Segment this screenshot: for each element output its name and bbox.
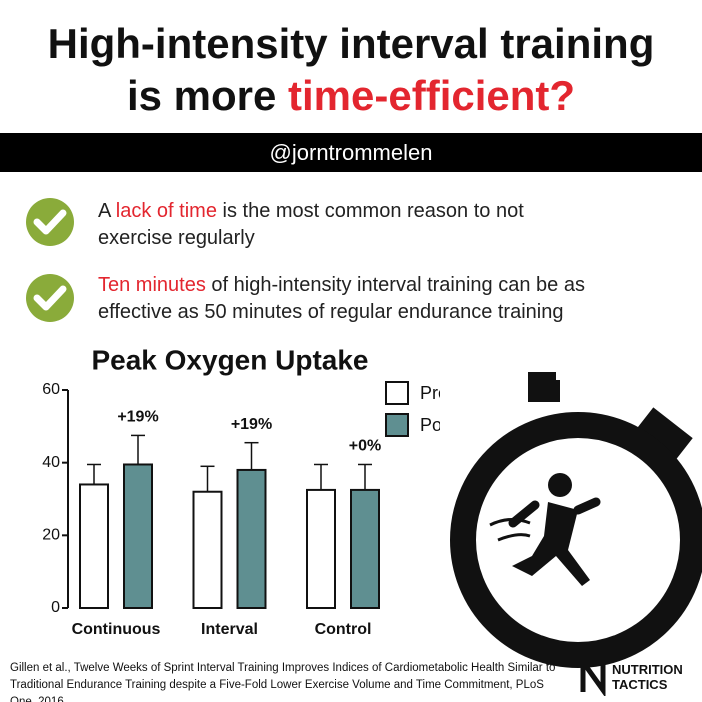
legend-swatch	[385, 413, 409, 437]
logo-text: NUTRITION	[612, 662, 683, 677]
bar	[306, 488, 336, 610]
annotation: +0%	[349, 438, 381, 455]
chart: Peak Oxygen Uptake 0 20 40 60 Continuous +19%…	[42, 344, 440, 638]
x-tick-label: Control	[315, 621, 372, 638]
bar	[123, 463, 153, 609]
check-icon	[26, 198, 74, 322]
chart-title: Peak Oxygen Uptake	[91, 344, 368, 375]
citation: Gillen et al., Twelve Weeks of Sprint In…	[10, 660, 570, 702]
title-highlight: time-efficient?	[288, 72, 576, 119]
bar	[192, 490, 223, 610]
stopwatch-icon	[450, 360, 702, 668]
title-text: is more	[126, 72, 289, 119]
bullet-text: effective as 50 minutes of regular endur…	[98, 301, 564, 323]
legend-label: Post	[420, 415, 440, 435]
bullet: A lack of time is the most common reason…	[98, 198, 698, 252]
x-tick-label: Continuous	[72, 621, 161, 638]
bullet-highlight: Ten minutes	[98, 274, 206, 296]
citation-line: Traditional Endurance Training despite a…	[10, 679, 544, 702]
bullet-highlight: lack of time	[115, 200, 217, 222]
x-tick-label: Interval	[201, 621, 258, 638]
logo: NUTRITION TACTICS	[612, 662, 683, 692]
bullet-text: of high-intensity interval training can …	[205, 274, 585, 296]
citation-line: Gillen et al., Twelve Weeks of Sprint In…	[10, 662, 556, 674]
bullet-text: A	[98, 200, 116, 222]
logo-text: TACTICS	[612, 677, 668, 692]
title-line: is more time-efficient?	[0, 72, 702, 120]
y-tick-label: 20	[42, 527, 60, 544]
bar	[79, 483, 109, 609]
title-line: High-intensity interval training	[47, 20, 655, 67]
legend-swatch	[385, 381, 409, 405]
handle-banner: @jorntrommelen	[0, 133, 702, 172]
bullet-text: exercise regularly	[98, 227, 255, 249]
y-tick-label: 0	[51, 599, 60, 616]
y-tick-label: 40	[42, 454, 60, 471]
annotation: +19%	[117, 409, 158, 426]
handle: @jorntrommelen	[269, 140, 433, 165]
logo-icon	[580, 656, 606, 696]
y-tick-label: 60	[42, 381, 60, 398]
bar	[350, 488, 380, 610]
legend-label: Pre	[420, 383, 440, 403]
bullet: Ten minutes of high-intensity interval t…	[98, 272, 698, 326]
bullet-text: is the most common reason to not	[216, 200, 524, 222]
annotation: +19%	[231, 416, 272, 433]
bar	[236, 468, 267, 609]
